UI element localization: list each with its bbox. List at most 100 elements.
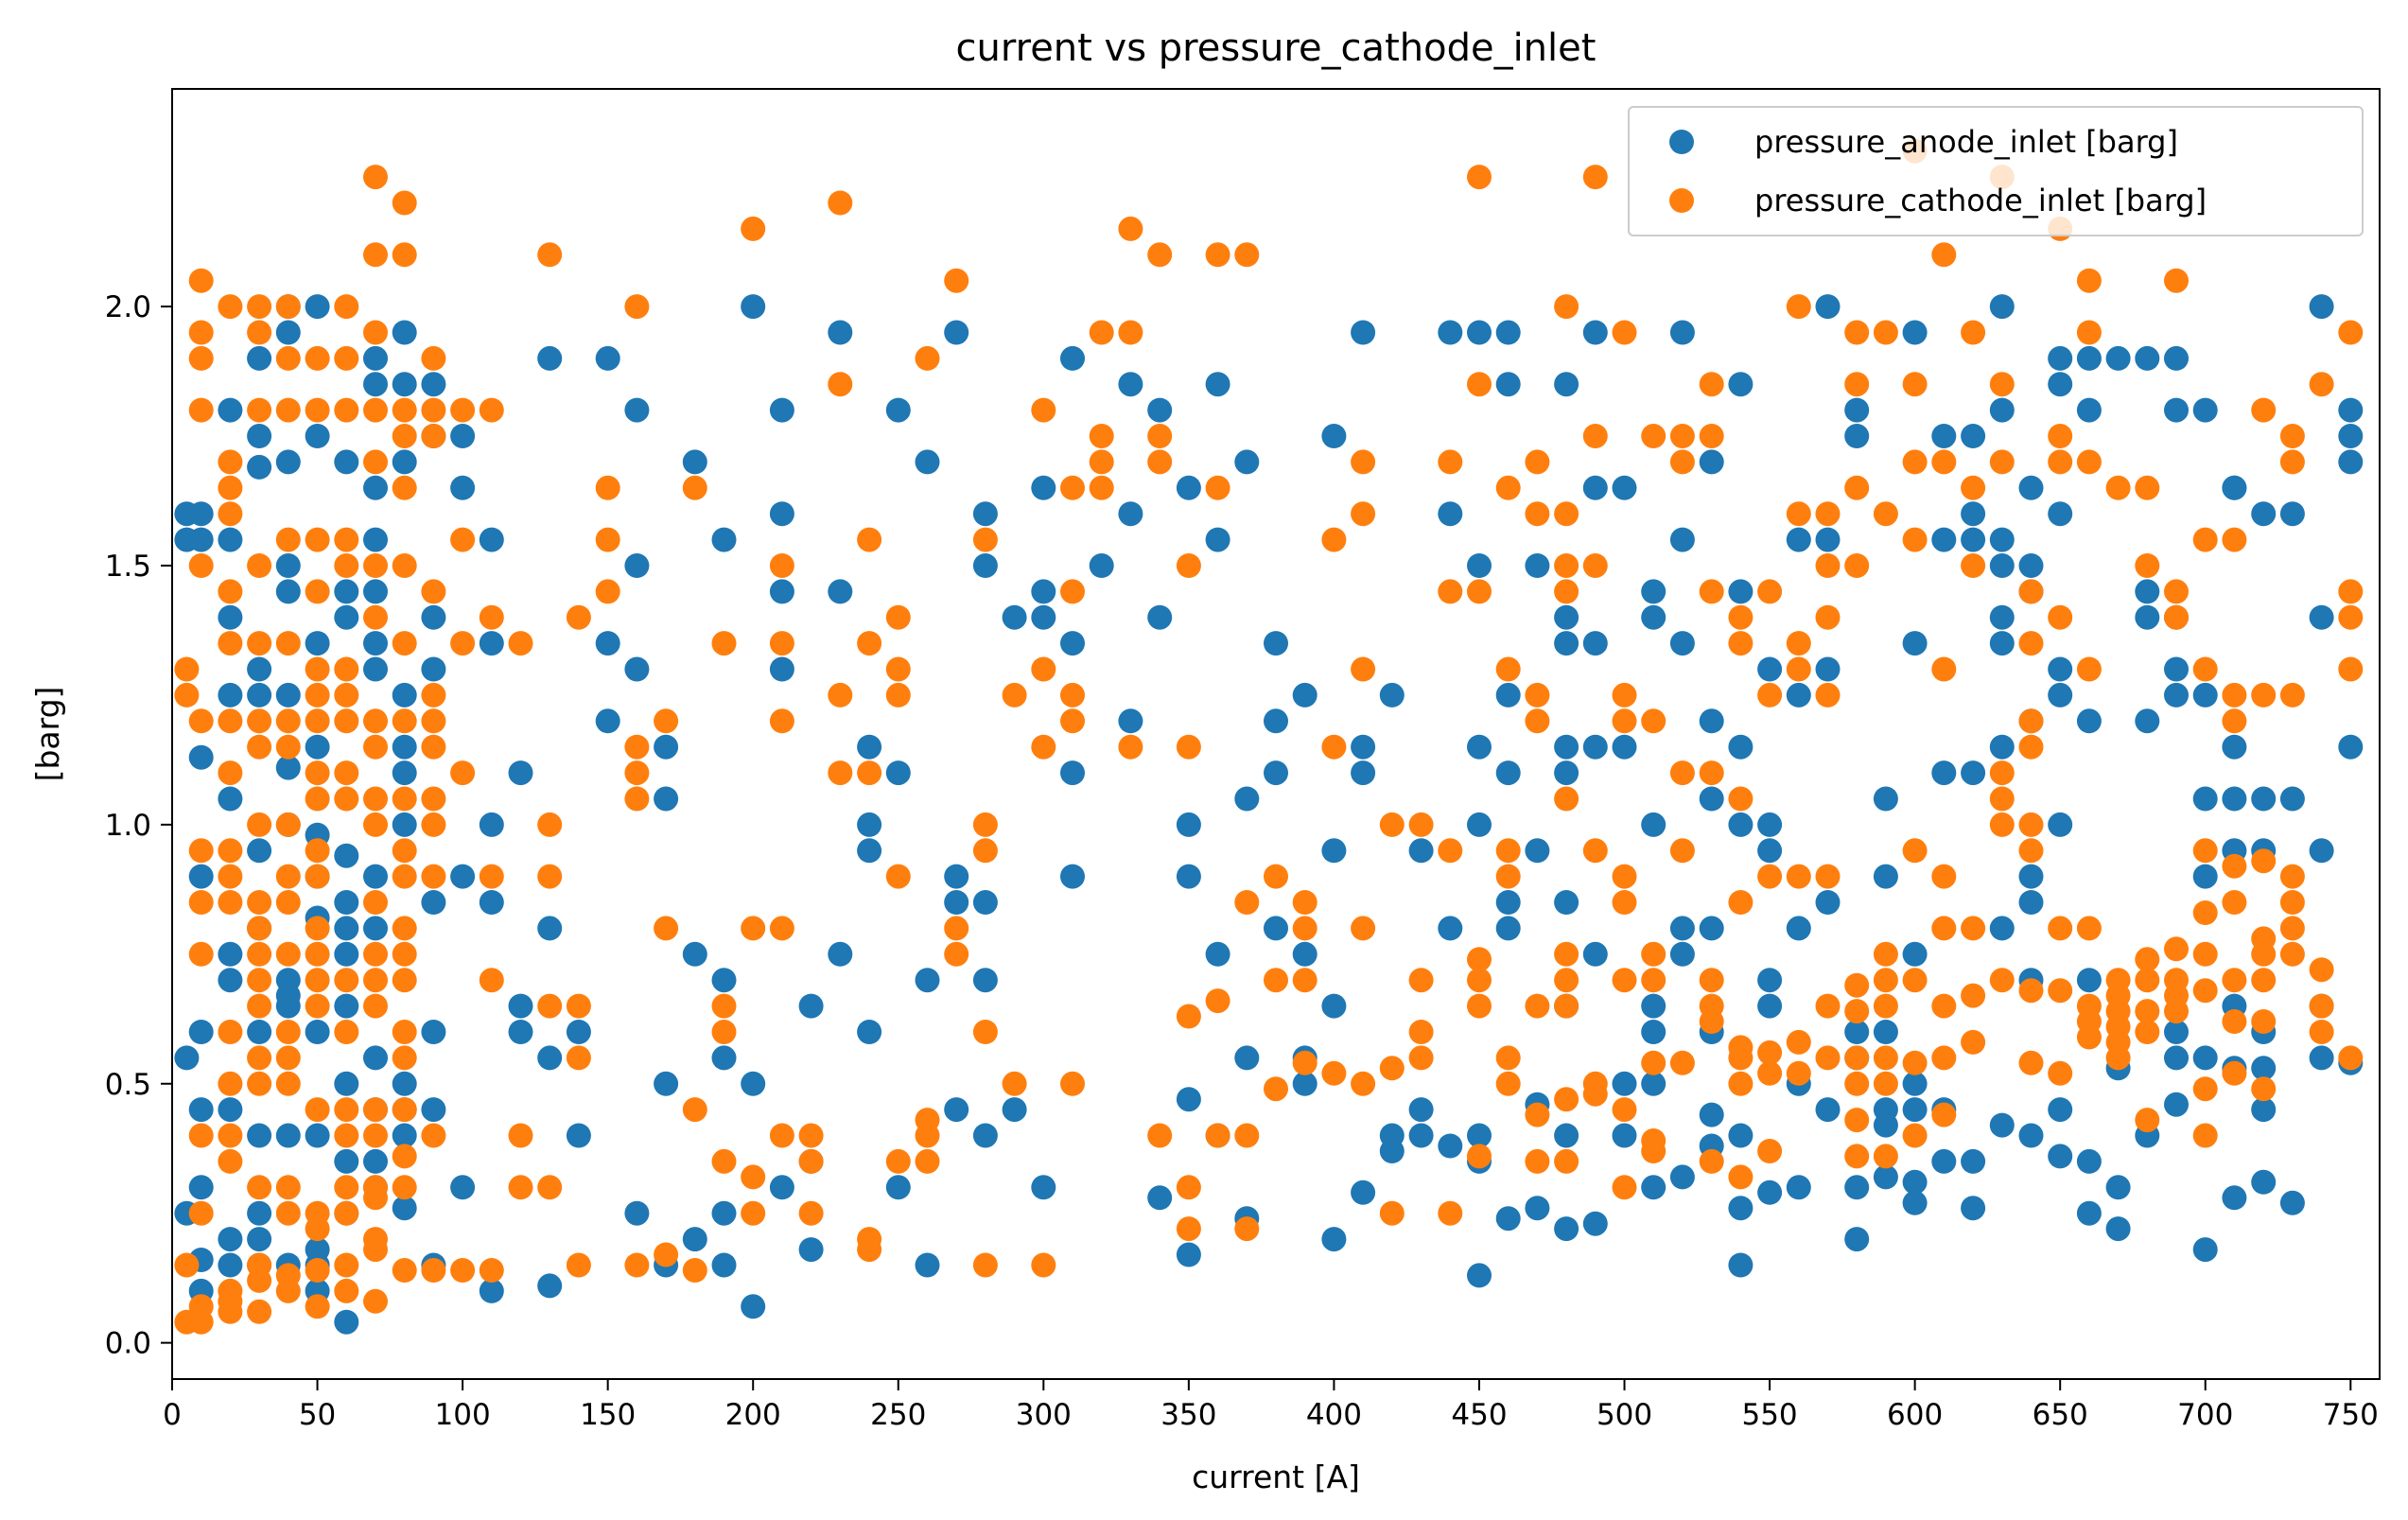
point-series1-309 (1467, 1144, 1492, 1169)
point-series1-192 (624, 786, 650, 812)
point-series1-262 (1147, 449, 1173, 475)
point-series0-224 (1408, 1097, 1434, 1123)
point-series1-510 (2279, 424, 2305, 448)
point-series0-162 (915, 449, 940, 475)
legend-marker-cathode (1669, 188, 1694, 213)
point-series1-485 (2164, 999, 2189, 1024)
point-series1-193 (624, 1252, 650, 1278)
point-series1-289 (1351, 656, 1376, 682)
point-series0-180 (1060, 345, 1085, 371)
point-series1-279 (1264, 1076, 1288, 1102)
point-series1-277 (1264, 864, 1288, 889)
x-tick-label: 650 (2033, 1398, 2088, 1432)
point-series0-7 (188, 864, 214, 889)
point-series1-90 (305, 1258, 330, 1283)
x-tick-label: 600 (1887, 1398, 1943, 1432)
point-series1-275 (1234, 1123, 1260, 1148)
point-series0-182 (1060, 760, 1085, 786)
point-series1-173 (479, 1258, 504, 1283)
point-series1-481 (2164, 604, 2189, 630)
point-series1-315 (1495, 1071, 1521, 1096)
point-series0-231 (1467, 553, 1492, 578)
point-series0-146 (769, 579, 794, 604)
point-series1-230 (915, 345, 940, 371)
point-series1-307 (1467, 968, 1492, 993)
point-series1-515 (2279, 916, 2305, 941)
point-series0-350 (2018, 553, 2044, 578)
point-series1-188 (595, 579, 620, 604)
point-series0-217 (1351, 734, 1376, 760)
point-series0-63 (334, 843, 359, 868)
point-series0-157 (857, 838, 882, 864)
point-series1-419 (1902, 1050, 1928, 1075)
point-series0-365 (2076, 345, 2102, 371)
point-series0-145 (769, 501, 794, 527)
point-series0-5 (188, 527, 214, 552)
point-series0-71 (334, 1309, 359, 1335)
y-tick-label: 0.0 (105, 1327, 151, 1361)
point-series0-99 (421, 656, 446, 682)
point-series1-518 (2309, 957, 2334, 983)
point-series1-358 (1669, 1050, 1695, 1075)
point-series1-399 (1844, 972, 1870, 998)
point-series1-288 (1351, 501, 1376, 527)
point-series1-372 (1728, 1045, 1754, 1071)
point-series0-60 (334, 449, 359, 475)
point-series1-238 (972, 812, 998, 837)
point-series1-414 (1902, 372, 1928, 397)
point-series1-283 (1292, 1050, 1317, 1075)
point-series0-348 (1989, 1112, 2015, 1138)
point-series1-99 (334, 708, 359, 734)
point-series1-211 (769, 916, 794, 941)
point-series1-340 (1612, 682, 1637, 708)
point-series1-313 (1495, 864, 1521, 889)
point-series1-304 (1467, 372, 1492, 397)
point-series0-155 (857, 734, 882, 760)
point-series1-494 (2222, 527, 2247, 552)
point-series0-90 (392, 760, 417, 786)
point-series1-362 (1699, 760, 1724, 786)
point-series0-252 (1554, 760, 1579, 786)
point-series1-472 (2135, 475, 2160, 500)
point-series1-136 (392, 475, 417, 500)
point-series1-402 (1844, 1071, 1870, 1096)
point-series1-487 (2192, 656, 2218, 682)
point-series1-82 (305, 864, 330, 889)
point-series0-273 (1641, 1175, 1666, 1200)
point-series1-222 (857, 760, 882, 786)
point-series1-359 (1699, 372, 1724, 397)
point-series1-50 (247, 1175, 272, 1200)
point-series0-335 (1961, 501, 1986, 527)
point-series1-401 (1844, 1045, 1870, 1071)
point-series1-377 (1757, 864, 1783, 889)
point-series1-325 (1554, 553, 1579, 578)
point-series1-491 (2192, 978, 2218, 1004)
point-series1-415 (1902, 449, 1928, 475)
point-series0-337 (1961, 760, 1986, 786)
point-series1-184 (566, 1045, 591, 1071)
point-series0-385 (2164, 1020, 2189, 1044)
point-series1-143 (392, 916, 417, 941)
point-series0-165 (944, 320, 969, 345)
point-series1-91 (305, 1294, 330, 1319)
point-series1-245 (1031, 656, 1056, 682)
point-series1-322 (1525, 1148, 1550, 1174)
point-series1-111 (363, 242, 388, 268)
point-series1-441 (1989, 968, 2015, 993)
point-series0-331 (1931, 760, 1957, 786)
point-series0-225 (1408, 1123, 1434, 1148)
point-series1-179 (537, 864, 563, 889)
point-series1-79 (305, 760, 330, 786)
point-series1-363 (1699, 968, 1724, 993)
point-series1-34 (218, 1299, 243, 1324)
point-series0-294 (1757, 656, 1783, 682)
point-series0-55 (305, 1020, 330, 1044)
y-tick-label: 2.0 (105, 290, 151, 324)
point-series1-342 (1612, 864, 1637, 889)
point-series1-170 (479, 604, 504, 630)
point-series1-432 (1961, 916, 1986, 941)
point-series1-174 (508, 631, 533, 656)
point-series0-276 (1669, 631, 1695, 656)
point-series1-319 (1525, 708, 1550, 734)
point-series1-198 (682, 1097, 707, 1123)
